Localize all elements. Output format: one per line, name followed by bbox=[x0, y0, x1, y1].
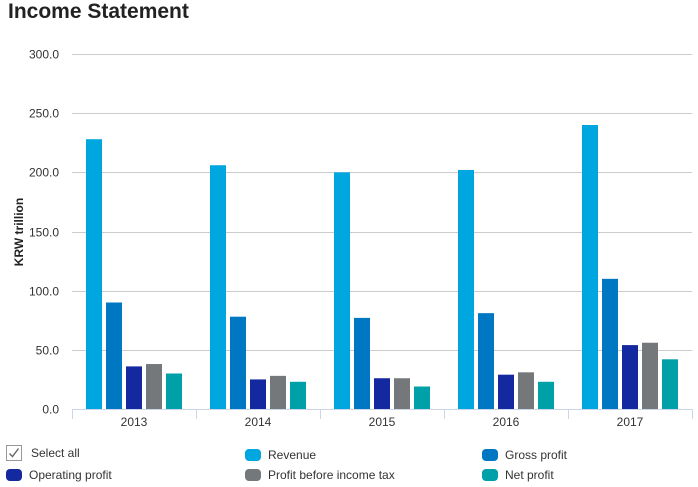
legend-swatch-icon bbox=[482, 469, 498, 481]
bar-gross-profit-2017 bbox=[602, 278, 618, 409]
bar-gross-profit-2015 bbox=[354, 317, 370, 409]
y-tick-label: 0.0 bbox=[42, 403, 59, 417]
legend-label: Gross profit bbox=[505, 448, 568, 462]
bar-profit-before-income-tax-2016 bbox=[518, 372, 534, 409]
legend-label: Revenue bbox=[268, 448, 317, 462]
bar-gross-profit-2016 bbox=[478, 313, 494, 409]
y-tick-label: 300.0 bbox=[29, 48, 59, 62]
x-tick-label: 2013 bbox=[121, 415, 148, 429]
x-tick-label: 2015 bbox=[369, 415, 396, 429]
y-tick-label: 50.0 bbox=[36, 344, 60, 358]
y-axis-label: KRW trillion bbox=[12, 198, 26, 266]
legend-item-gross-profit[interactable]: Gross profit bbox=[482, 448, 567, 462]
legend-swatch-icon bbox=[245, 469, 261, 481]
bar-operating-profit-2017 bbox=[622, 345, 638, 409]
legend-item-net-profit[interactable]: Net profit bbox=[482, 468, 554, 482]
bar-net-profit-2014 bbox=[290, 381, 306, 409]
legend-label: Profit before income tax bbox=[268, 468, 395, 482]
bar-profit-before-income-tax-2015 bbox=[394, 378, 410, 409]
chart-title: Income Statement bbox=[8, 0, 189, 23]
bar-gross-profit-2013 bbox=[106, 302, 122, 409]
bar-net-profit-2015 bbox=[414, 386, 430, 409]
legend-swatch-icon bbox=[245, 449, 261, 461]
x-tick-label: 2014 bbox=[245, 415, 272, 429]
select-all-label: Select all bbox=[31, 446, 80, 460]
legend-label: Net profit bbox=[505, 468, 554, 482]
legend-item-revenue[interactable]: Revenue bbox=[245, 448, 316, 462]
bar-net-profit-2017 bbox=[662, 359, 678, 409]
legend-swatch-icon bbox=[6, 469, 22, 481]
bar-revenue-2017 bbox=[582, 125, 598, 409]
bar-profit-before-income-tax-2017 bbox=[642, 342, 658, 409]
bar-operating-profit-2014 bbox=[250, 379, 266, 409]
x-axis: 2013 2014 2015 2016 2017 bbox=[72, 409, 693, 429]
bar-chart: 0.0 50.0 100.0 150.0 200.0 250.0 300.0 KRW tri… bbox=[12, 48, 693, 429]
x-tick-label: 2017 bbox=[617, 415, 644, 429]
y-tick-label: 150.0 bbox=[29, 226, 59, 240]
legend-item-operating-profit[interactable]: Operating profit bbox=[6, 468, 112, 482]
legend-label: Operating profit bbox=[29, 468, 112, 482]
y-tick-label: 200.0 bbox=[29, 166, 59, 180]
legend-swatch-icon bbox=[482, 449, 498, 461]
bar-net-profit-2013 bbox=[166, 373, 182, 409]
y-tick-label: 250.0 bbox=[29, 107, 59, 121]
bar-revenue-2016 bbox=[458, 169, 474, 409]
y-tick-label: 100.0 bbox=[29, 285, 59, 299]
bar-net-profit-2016 bbox=[538, 381, 554, 409]
bar-operating-profit-2016 bbox=[498, 374, 514, 409]
bar-gross-profit-2014 bbox=[230, 316, 246, 409]
bar-revenue-2014 bbox=[210, 165, 226, 409]
bar-profit-before-income-tax-2013 bbox=[146, 364, 162, 409]
gridlines bbox=[72, 54, 692, 351]
bars bbox=[86, 125, 678, 409]
checkbox-icon[interactable] bbox=[6, 445, 22, 461]
y-axis-ticks: 0.0 50.0 100.0 150.0 200.0 250.0 300.0 bbox=[29, 48, 59, 417]
bar-profit-before-income-tax-2014 bbox=[270, 375, 286, 409]
bar-operating-profit-2013 bbox=[126, 366, 142, 409]
legend-item-profit-before-income-tax[interactable]: Profit before income tax bbox=[245, 468, 395, 482]
bar-operating-profit-2015 bbox=[374, 378, 390, 409]
select-all-checkbox[interactable]: Select all bbox=[6, 445, 80, 461]
x-tick-label: 2016 bbox=[493, 415, 520, 429]
bar-revenue-2013 bbox=[86, 139, 102, 409]
bar-revenue-2015 bbox=[334, 172, 350, 409]
